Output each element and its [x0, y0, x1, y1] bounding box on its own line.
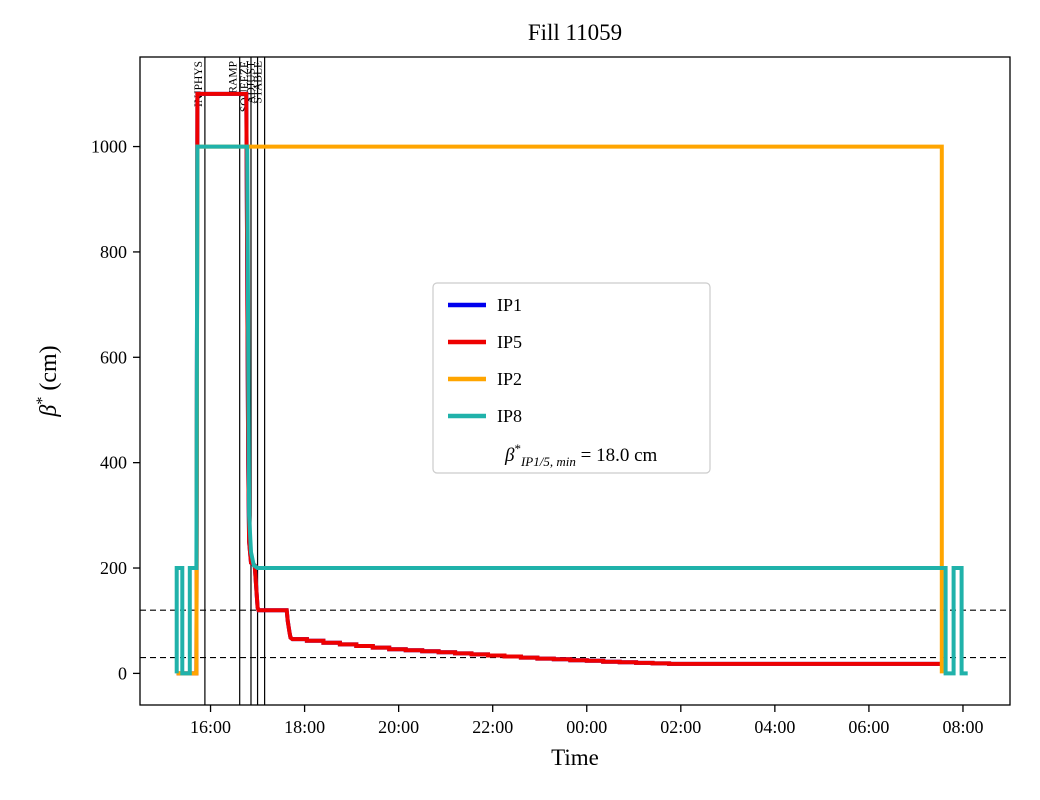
y-tick-label: 0	[118, 663, 127, 683]
y-tick-label: 600	[100, 347, 127, 367]
chart-title: Fill 11059	[528, 20, 622, 45]
x-tick-label: 16:00	[190, 717, 231, 737]
x-tick-label: 02:00	[660, 717, 701, 737]
legend: IP1 IP5 IP2 IP8 β*IP1/5, min = 18.0 cm	[432, 282, 711, 474]
legend-box	[432, 282, 711, 474]
x-tick-label: 08:00	[942, 717, 983, 737]
y-tick-label: 1000	[91, 137, 127, 157]
beam-mode-label-RAMP: RAMP	[228, 61, 240, 94]
beam-mode-label-STABLE: STABLE	[253, 61, 265, 104]
y-tick-label: 800	[100, 242, 127, 262]
legend-label-IP1: IP1	[497, 295, 522, 315]
x-tick-label: 04:00	[754, 717, 795, 737]
x-tick-label: 18:00	[284, 717, 325, 737]
y-tick-label: 200	[100, 558, 127, 578]
legend-label-IP8: IP8	[497, 406, 522, 426]
x-tick-label: 00:00	[566, 717, 607, 737]
series-IP8	[174, 144, 968, 676]
plot-border	[139, 56, 1011, 706]
beam-mode-label-ADJUST: ADJUST	[246, 61, 258, 104]
annotation-beta-min: β*IP1/5, min = 18.0 cm	[504, 441, 658, 469]
x-tick-label: 22:00	[472, 717, 513, 737]
y-tick-label: 400	[100, 453, 127, 473]
legend-label-IP5: IP5	[497, 332, 522, 352]
x-tick-label: 06:00	[848, 717, 889, 737]
y-axis-label: β* (cm)	[34, 345, 62, 417]
x-axis-label: Time	[551, 745, 599, 770]
x-tick-label: 20:00	[378, 717, 419, 737]
series-IP5	[176, 91, 942, 676]
legend-label-IP2: IP2	[497, 369, 522, 389]
